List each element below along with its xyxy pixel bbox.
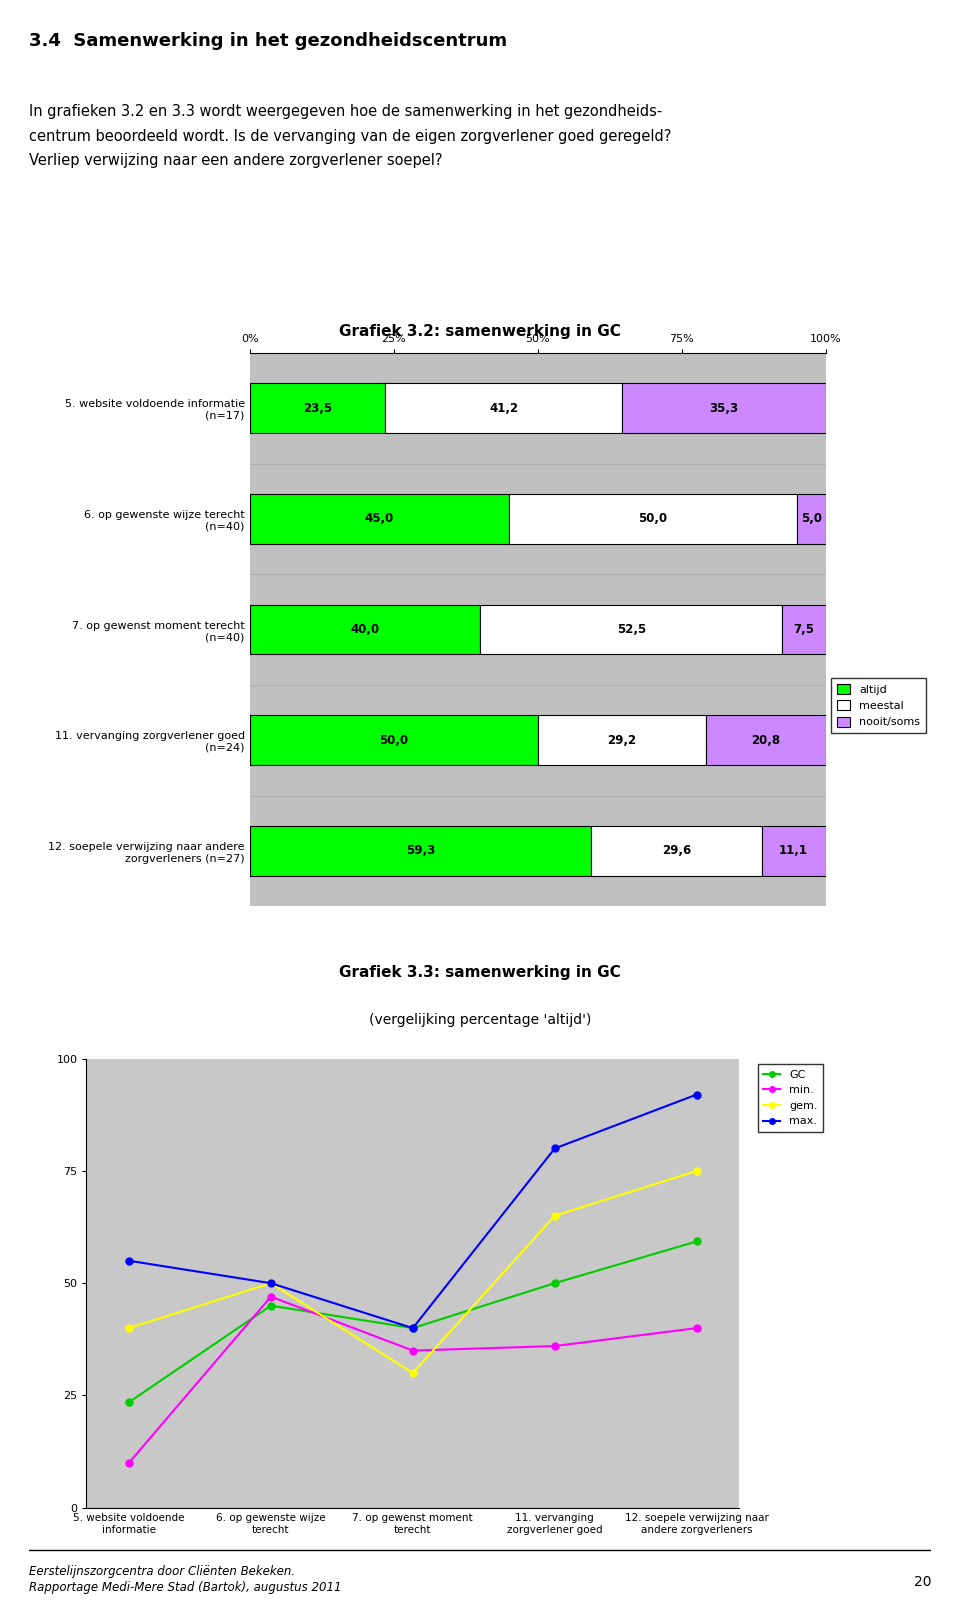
max.	[691, 1084, 703, 1104]
GC	[265, 1296, 276, 1315]
Text: Rapportage Medi-Mere Stad (Bartok), augustus 2011: Rapportage Medi-Mere Stad (Bartok), augu…	[29, 1580, 342, 1594]
Legend: GC, min., gem., max.: GC, min., gem., max.	[757, 1063, 823, 1132]
Bar	[509, 494, 797, 544]
Text: 50,0: 50,0	[379, 733, 408, 747]
Text: 5,0: 5,0	[801, 512, 822, 526]
min.	[549, 1336, 561, 1355]
Text: 20,8: 20,8	[751, 733, 780, 747]
Bar	[622, 383, 826, 433]
min.	[691, 1318, 703, 1338]
GC	[407, 1318, 419, 1338]
Line: GC: GC	[126, 1238, 700, 1405]
Bar	[250, 383, 385, 433]
Bar	[385, 383, 622, 433]
Text: 35,3: 35,3	[709, 401, 738, 415]
Text: 41,2: 41,2	[489, 401, 518, 415]
Text: 20: 20	[914, 1575, 931, 1588]
Bar	[538, 715, 706, 765]
Bar	[706, 715, 826, 765]
Bar	[480, 605, 782, 654]
Legend: altijd, meestal, nooit/soms: altijd, meestal, nooit/soms	[831, 678, 925, 733]
gem.	[407, 1363, 419, 1383]
max.	[407, 1318, 419, 1338]
max.	[123, 1251, 134, 1270]
Line: max.: max.	[126, 1091, 700, 1331]
Text: In grafieken 3.2 en 3.3 wordt weergegeven hoe de samenwerking in het gezondheids: In grafieken 3.2 en 3.3 wordt weergegeve…	[29, 104, 671, 168]
min.	[265, 1286, 276, 1306]
Line: min.: min.	[126, 1293, 700, 1466]
Text: 45,0: 45,0	[365, 512, 394, 526]
GC	[691, 1232, 703, 1251]
Text: 59,3: 59,3	[406, 844, 435, 858]
gem.	[549, 1206, 561, 1225]
Bar	[797, 494, 826, 544]
Text: 40,0: 40,0	[350, 622, 379, 637]
gem.	[691, 1161, 703, 1181]
Bar	[591, 826, 761, 876]
Text: 7,5: 7,5	[794, 622, 814, 637]
Line: gem.: gem.	[126, 1168, 700, 1376]
gem.	[123, 1318, 134, 1338]
Text: Grafiek 3.2: samenwerking in GC: Grafiek 3.2: samenwerking in GC	[339, 324, 621, 338]
Text: (vergelijking percentage 'altijd'): (vergelijking percentage 'altijd')	[369, 1014, 591, 1028]
Text: 23,5: 23,5	[302, 401, 332, 415]
Bar	[250, 715, 538, 765]
gem.	[265, 1274, 276, 1293]
max.	[265, 1274, 276, 1293]
Bar	[250, 605, 480, 654]
min.	[123, 1453, 134, 1472]
Text: 29,2: 29,2	[607, 733, 636, 747]
Bar	[250, 826, 591, 876]
Text: 11,1: 11,1	[780, 844, 808, 858]
Text: 3.4  Samenwerking in het gezondheidscentrum: 3.4 Samenwerking in het gezondheidscentr…	[29, 32, 507, 50]
Text: 50,0: 50,0	[638, 512, 667, 526]
Text: 52,5: 52,5	[616, 622, 646, 637]
Bar	[761, 826, 826, 876]
Text: 29,6: 29,6	[661, 844, 691, 858]
Text: (verdeling in %): (verdeling in %)	[425, 375, 535, 390]
Bar	[782, 605, 826, 654]
min.	[407, 1341, 419, 1360]
GC	[123, 1392, 134, 1412]
Text: Eerstelijnszorgcentra door Cliënten Bekeken.: Eerstelijnszorgcentra door Cliënten Beke…	[29, 1566, 295, 1578]
Bar	[250, 494, 509, 544]
Text: Grafiek 3.3: samenwerking in GC: Grafiek 3.3: samenwerking in GC	[339, 964, 621, 980]
GC	[549, 1274, 561, 1293]
max.	[549, 1139, 561, 1158]
